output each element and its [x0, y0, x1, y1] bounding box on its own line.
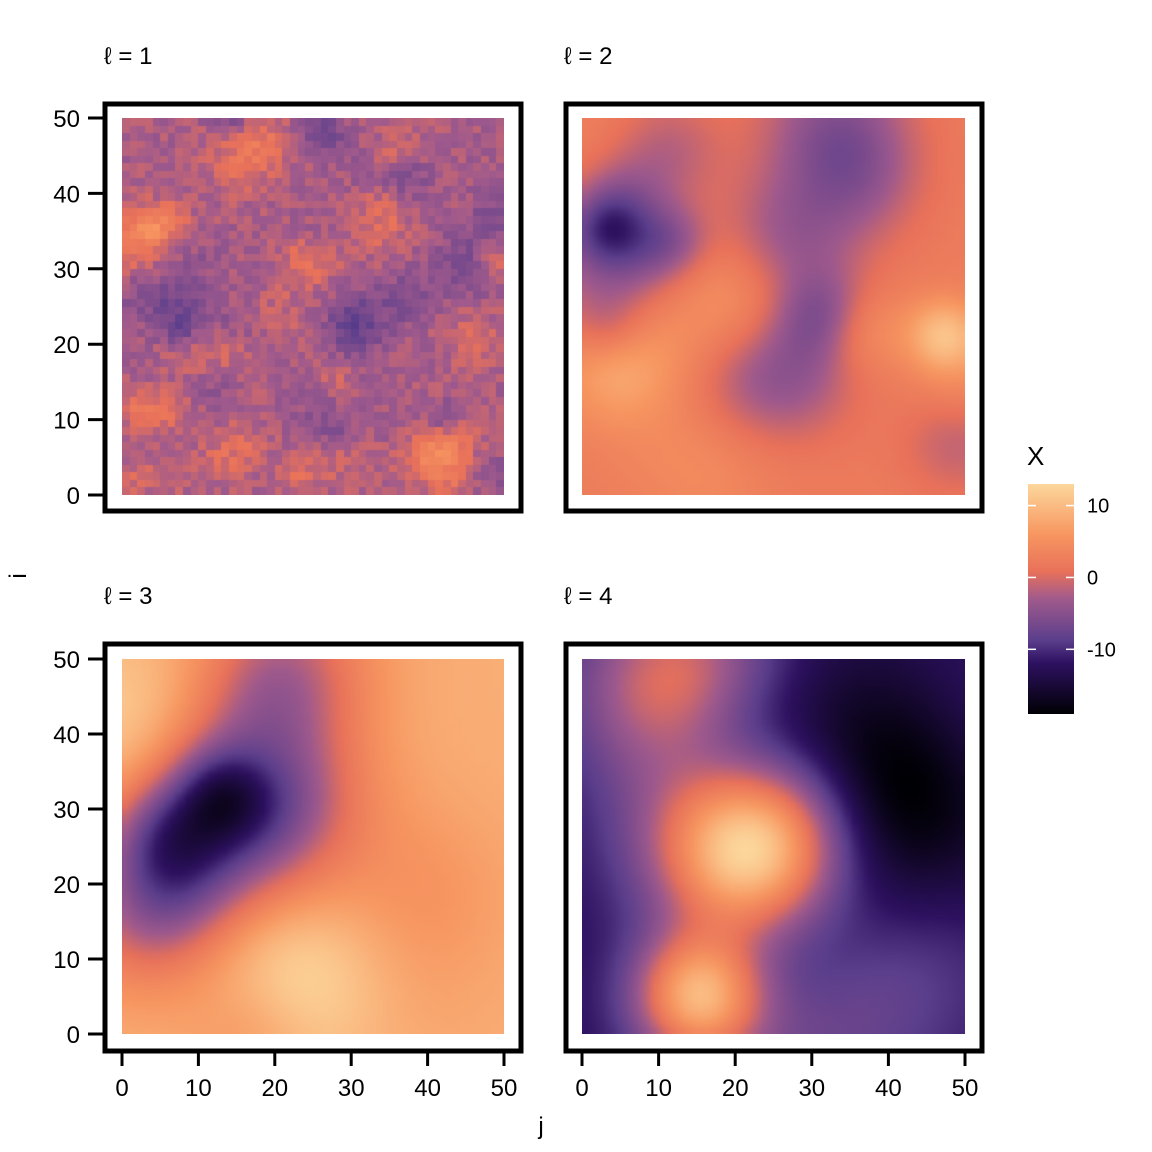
y-tick-label: 0	[67, 1022, 80, 1049]
x-tick-label: 50	[491, 1075, 518, 1102]
panel-3-title: ℓ = 3	[104, 583, 152, 610]
panel-2-heatmap	[582, 118, 965, 495]
axes-layer: 0 10 20 30 40 50 0 10 20 30 40 50 0 10 20 30 40 50 0 10 20 30…	[53, 106, 978, 1102]
x-tick-label: 20	[722, 1075, 749, 1102]
panel-4-heatmap-area	[582, 659, 965, 1034]
panel-4: ℓ = 4	[563, 583, 985, 1054]
panel-4-title: ℓ = 4	[564, 583, 612, 610]
panel-1-heatmap-area	[122, 118, 504, 495]
y-tick-label: 20	[53, 332, 80, 359]
x-tick-label: 30	[798, 1075, 825, 1102]
x-tick-label: 10	[185, 1075, 212, 1102]
legend-title: X	[1027, 441, 1044, 471]
x-tick-label: 30	[338, 1075, 365, 1102]
panel-2: ℓ = 2	[563, 43, 985, 514]
x-tick-label: 20	[261, 1075, 288, 1102]
y-tick-label: 10	[53, 947, 80, 974]
panel-3-heatmap	[122, 659, 504, 1034]
x-tick-label: 40	[414, 1075, 441, 1102]
legend-tick-label: -10	[1087, 639, 1116, 661]
x-axis-label: j	[537, 1113, 543, 1140]
legend-ticks: 10 0 -10	[1028, 496, 1116, 661]
y-tick-label: 30	[53, 797, 80, 824]
panel-3-heatmap-area	[122, 659, 504, 1034]
panel-2-title: ℓ = 2	[564, 43, 612, 70]
y-axis-label: i	[5, 573, 32, 578]
y-tick-label: 10	[53, 408, 80, 435]
y-tick-label: 0	[67, 483, 80, 510]
colorbar	[1028, 484, 1074, 714]
legend-tick-label: 10	[1087, 496, 1109, 518]
colorbar-legend: X 10 0 -10	[1027, 441, 1116, 714]
y-tick-label: 50	[53, 647, 80, 674]
x-tick-label: 0	[575, 1075, 588, 1102]
panel-2-heatmap-area	[582, 118, 965, 495]
x-tick-label: 50	[952, 1075, 979, 1102]
legend-tick-label: 0	[1087, 567, 1098, 589]
y-tick-label: 50	[53, 106, 80, 133]
x-tick-label: 10	[645, 1075, 672, 1102]
y-tick-label: 30	[53, 257, 80, 284]
x-tick-label: 40	[875, 1075, 902, 1102]
panel-1: ℓ = 1	[102, 43, 524, 514]
y-tick-label: 40	[53, 181, 80, 208]
y-tick-label: 40	[53, 722, 80, 749]
panel-1-heatmap	[122, 118, 504, 495]
panel-4-heatmap	[582, 659, 965, 1034]
panel-1-title: ℓ = 1	[104, 43, 152, 70]
panel-3: ℓ = 3	[102, 583, 524, 1054]
x-tick-label: 0	[115, 1075, 128, 1102]
y-tick-label: 20	[53, 872, 80, 899]
